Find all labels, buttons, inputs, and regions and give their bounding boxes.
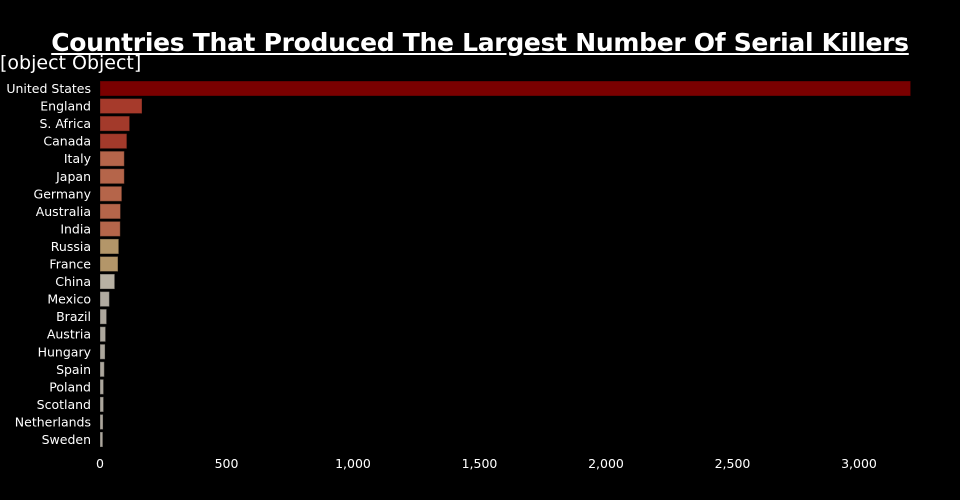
bar-russia [99,238,120,255]
bar-france [99,256,119,272]
category-label: England [40,99,91,114]
bar-sweden [99,431,104,448]
bar-united-states [99,80,912,97]
category-label: Spain [56,362,91,377]
bar-australia [99,203,121,220]
x-tick-label: 3,000 [841,456,877,471]
category-label: S. Africa [39,116,91,131]
x-tick-label: 1,000 [335,456,371,471]
bar-poland [99,378,105,395]
bar-germany [99,185,123,202]
category-label: Hungary [38,344,92,359]
category-label: Poland [49,379,91,394]
category-label: Sweden [42,432,91,447]
bar-italy [99,150,125,167]
bar-china [99,273,116,290]
chart-subtitle: [object Object] [0,52,142,74]
category-label: Japan [55,169,91,184]
chart-title: Countries That Produced The Largest Numb… [51,28,909,57]
bar-japan [99,168,125,185]
bar-austria [99,326,107,343]
category-label: Austria [47,327,91,342]
bar-mexico [99,291,110,308]
bar-brazil [99,308,108,325]
category-label: Netherlands [15,414,91,429]
x-tick-label: 0 [96,456,104,471]
category-label: Italy [64,151,92,166]
category-label: Scotland [37,397,91,412]
category-label: United States [6,81,91,96]
bar-canada [99,133,128,150]
bar-england [99,98,143,115]
x-tick-label: 2,000 [588,456,624,471]
category-label: Brazil [56,309,91,324]
category-label: Russia [51,239,91,254]
category-label: Germany [34,186,92,201]
bar-hungary [99,343,106,360]
x-tick-label: 500 [215,456,239,471]
bar-netherlands [99,413,104,430]
x-tick-label: 1,500 [462,456,498,471]
x-tick-label: 2,500 [715,456,751,471]
bar-scotland [99,396,105,413]
category-label: Australia [36,204,91,219]
bar-s-africa [99,115,131,132]
bar-india [99,220,121,237]
category-label: Mexico [47,292,91,307]
bar-spain [99,361,105,378]
category-label: France [49,257,91,272]
category-label: India [60,221,91,236]
category-label: Canada [43,134,91,149]
category-label: China [55,274,91,289]
